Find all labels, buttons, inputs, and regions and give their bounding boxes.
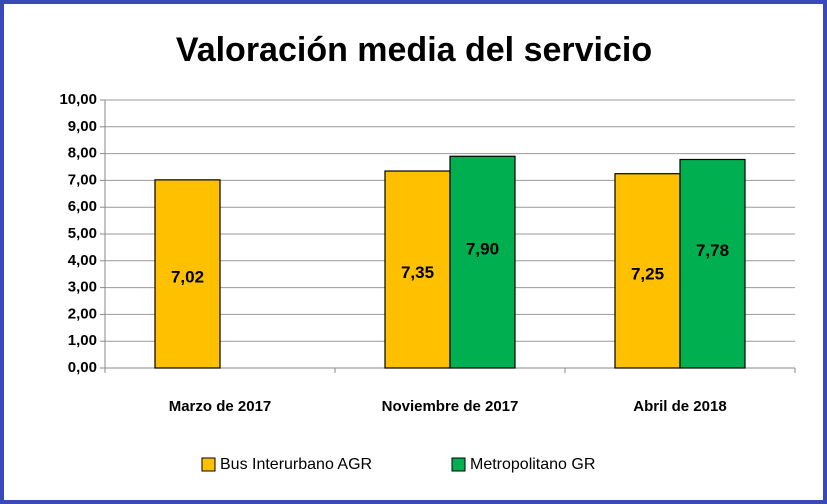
y-tick-label: 5,00: [68, 225, 97, 242]
x-tick-label: Marzo de 2017: [169, 398, 272, 415]
value-label: 7,78: [696, 241, 729, 260]
y-tick-label: 6,00: [68, 198, 97, 215]
x-tick-label: Abril de 2018: [633, 398, 726, 415]
chart-title: Valoración media del servicio: [176, 31, 652, 69]
y-tick-label: 3,00: [68, 279, 97, 296]
legend-swatch: [451, 457, 466, 472]
y-tick-label: 9,00: [68, 118, 97, 135]
bar: [679, 158, 746, 369]
bar: [384, 170, 451, 369]
y-tick-label: 2,00: [68, 305, 97, 322]
bar: [449, 155, 516, 369]
legend-label: Bus Interurbano AGR: [220, 456, 372, 473]
x-tick-label: Noviembre de 2017: [382, 398, 519, 415]
y-tick-label: 8,00: [68, 145, 97, 162]
value-label: 7,90: [466, 240, 499, 259]
y-tick-label: 0,00: [68, 359, 97, 376]
y-tick-label: 7,00: [68, 171, 97, 188]
legend-swatch: [201, 457, 216, 472]
bar: [154, 179, 221, 369]
y-tick-label: 10,00: [59, 91, 97, 108]
value-label: 7,02: [171, 267, 204, 286]
value-label: 7,25: [631, 264, 664, 283]
legend-label: Metropolitano GR: [470, 456, 595, 473]
bar: [614, 173, 681, 369]
value-label: 7,35: [401, 263, 434, 282]
y-tick-label: 1,00: [68, 332, 97, 349]
y-tick-label: 4,00: [68, 252, 97, 269]
